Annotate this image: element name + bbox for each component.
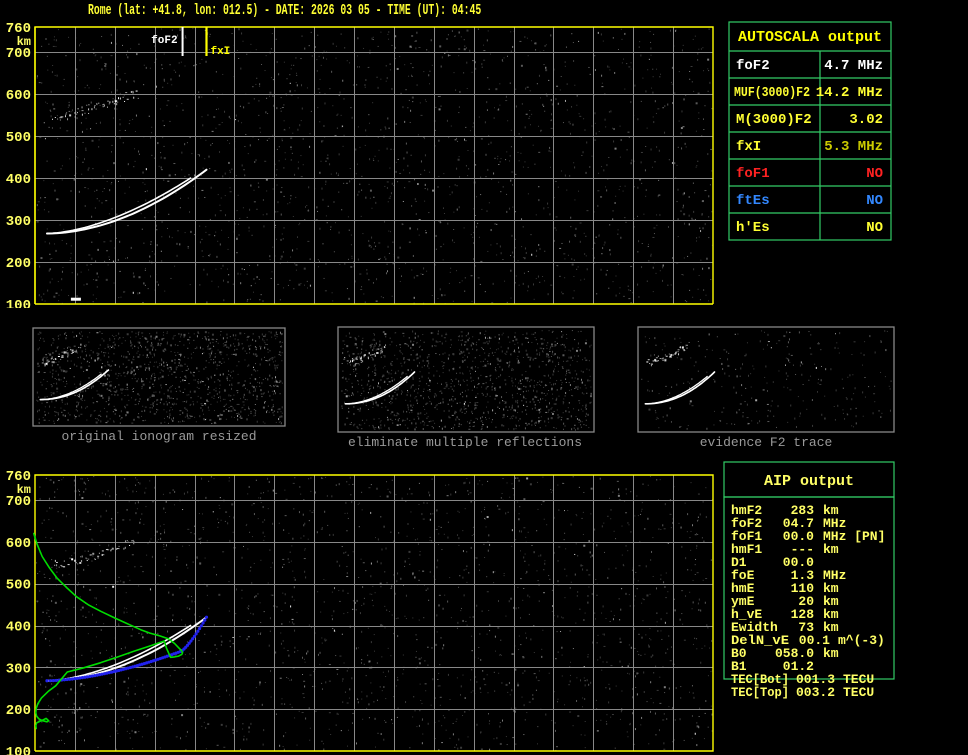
svg-text:original ionogram resized: original ionogram resized: [61, 429, 256, 444]
